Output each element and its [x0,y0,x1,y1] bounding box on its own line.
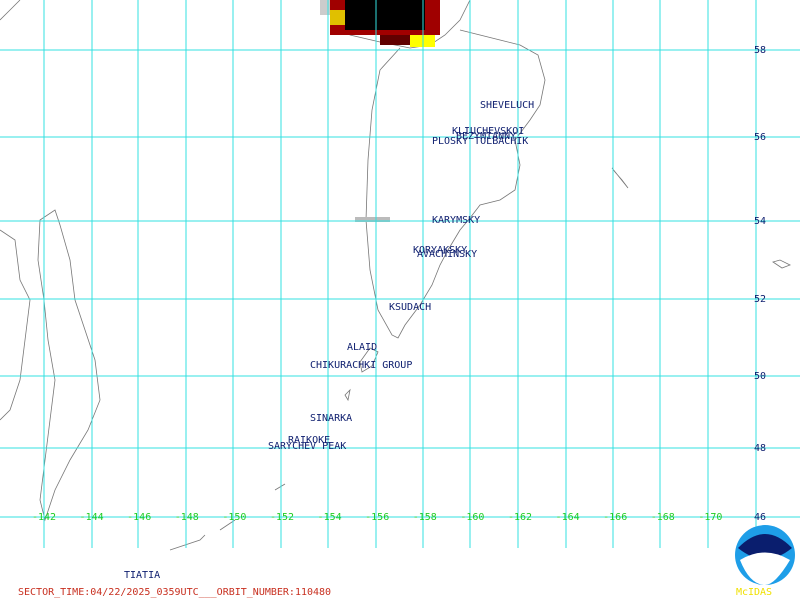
volcano-label: KLIUCHEVSKOI [452,126,524,137]
longitude-label: -150 [222,512,246,523]
longitude-label: -154 [318,512,342,523]
volcano-label: ALAID [347,342,377,353]
volcano-label: RAIKOKE [288,435,330,446]
volcano-label: SARYCHEV PEAK [268,441,346,452]
volcano-label: TIATIA [124,570,160,581]
volcano-label: PLOSKY TOLBACHIK [432,136,528,147]
longitude-label: -162 [508,512,532,523]
volcano-label: KSUDACH [389,302,431,313]
longitude-label: -156 [365,512,389,523]
longitude-label: -148 [175,512,199,523]
longitude-label: -168 [651,512,675,523]
longitude-label: -164 [556,512,580,523]
longitude-label: -166 [603,512,627,523]
longitude-label: -170 [698,512,722,523]
longitude-label: -152 [270,512,294,523]
graticule [0,0,800,548]
noaa-logo [735,525,795,585]
latitude-label: 50 [754,371,766,382]
longitude-label: -158 [413,512,437,523]
longitude-label: -144 [80,512,104,523]
volcano-label: SINARKA [310,413,352,424]
latitude-label: 56 [754,132,766,143]
volcano-label: SHEVELUCH [480,100,534,111]
volcano-label: CHIKURACHKI GROUP [310,360,412,371]
latitude-label: 52 [754,294,766,305]
ash-cloud [320,0,440,222]
longitude-label: -160 [460,512,484,523]
coastlines [0,0,791,551]
longitude-label: -146 [127,512,151,523]
volcano-label: AVACHINSKY [417,249,477,260]
latitude-label: 58 [754,45,766,56]
volcano-label: BEZYMIANNY [456,131,516,142]
latitude-label: 46 [754,512,766,523]
volcano-label: KARYMSKY [432,215,480,226]
latitude-label: 54 [754,216,766,227]
labels: 58 56 54 52 50 48 46 -142 -144 -146 -148 -150 -152 -1… [18,45,777,598]
latitude-label: 48 [754,443,766,454]
longitude-label: -142 [32,512,56,523]
volcano-label: KORYAKSKY [413,245,467,256]
sector-footer: SECTOR_TIME:04/22/2025_0359UTC___ORBIT_N… [18,587,331,598]
credit: McIDAS [736,587,772,598]
